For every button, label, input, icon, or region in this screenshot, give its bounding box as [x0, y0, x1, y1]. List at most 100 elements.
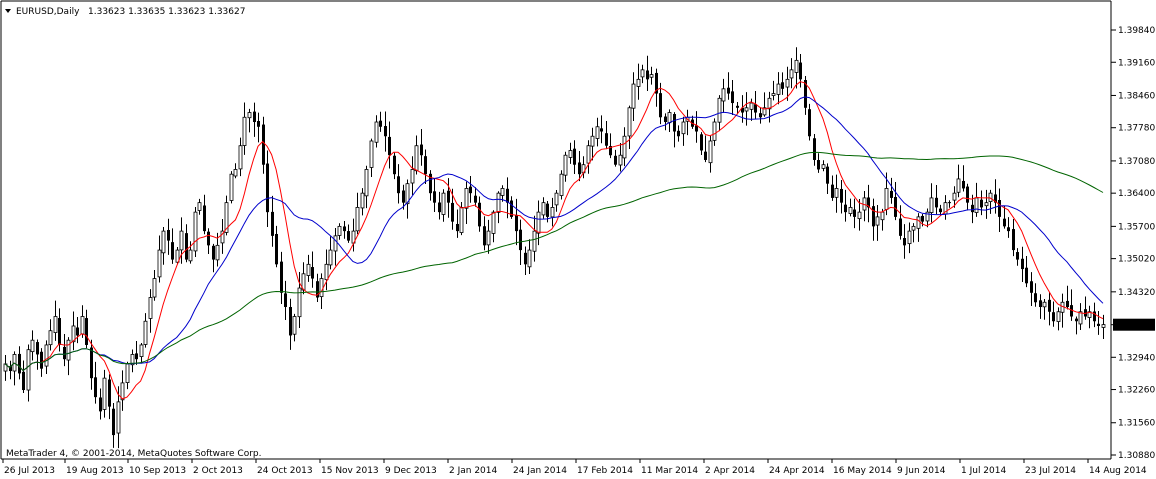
candle[interactable]	[333, 228, 338, 266]
candle[interactable]	[284, 280, 287, 321]
candle[interactable]	[369, 138, 374, 177]
candle[interactable]	[1070, 289, 1073, 321]
candle[interactable]	[767, 91, 772, 123]
candle[interactable]	[840, 179, 843, 214]
candle[interactable]	[1084, 296, 1087, 320]
candle[interactable]	[673, 112, 676, 148]
candle[interactable]	[939, 204, 942, 216]
candle[interactable]	[193, 206, 198, 258]
candle[interactable]	[595, 117, 600, 147]
candle[interactable]	[44, 340, 49, 374]
candle[interactable]	[925, 208, 930, 228]
candle[interactable]	[324, 249, 329, 291]
candle[interactable]	[167, 218, 170, 255]
candle[interactable]	[374, 115, 379, 148]
candle[interactable]	[867, 184, 870, 223]
candle[interactable]	[188, 241, 193, 264]
candle[interactable]	[971, 194, 974, 224]
candle[interactable]	[90, 339, 93, 390]
candle[interactable]	[161, 227, 166, 265]
candle[interactable]	[9, 360, 12, 380]
candle[interactable]	[550, 197, 555, 227]
candle[interactable]	[890, 177, 893, 204]
candle[interactable]	[605, 120, 608, 150]
candle[interactable]	[388, 121, 391, 169]
candle[interactable]	[280, 251, 283, 304]
candle[interactable]	[500, 185, 505, 202]
candle[interactable]	[984, 189, 989, 219]
candle[interactable]	[731, 80, 734, 115]
candle[interactable]	[929, 183, 934, 223]
candle[interactable]	[952, 186, 957, 208]
candle[interactable]	[360, 188, 365, 216]
candle[interactable]	[1075, 316, 1078, 335]
candle[interactable]	[48, 319, 53, 351]
candle[interactable]	[831, 175, 834, 201]
candle[interactable]	[1060, 293, 1065, 328]
candle[interactable]	[1052, 301, 1055, 327]
candle[interactable]	[30, 330, 35, 361]
candle[interactable]	[1034, 283, 1037, 307]
candle[interactable]	[71, 311, 76, 351]
candle[interactable]	[486, 219, 491, 254]
candle[interactable]	[85, 309, 88, 349]
triangle-down-icon[interactable]	[5, 9, 11, 13]
candle[interactable]	[1056, 307, 1061, 331]
candle[interactable]	[108, 374, 111, 420]
candle[interactable]	[771, 80, 776, 101]
candle[interactable]	[862, 190, 867, 222]
candle[interactable]	[420, 128, 423, 166]
candle[interactable]	[405, 179, 410, 219]
candle[interactable]	[911, 223, 916, 243]
candle[interactable]	[721, 78, 726, 113]
candle[interactable]	[135, 340, 138, 365]
candle[interactable]	[789, 58, 794, 89]
candle[interactable]	[618, 143, 623, 172]
candle[interactable]	[559, 170, 564, 200]
candle[interactable]	[627, 105, 632, 150]
candle[interactable]	[609, 133, 612, 159]
candle[interactable]	[754, 90, 757, 120]
candle[interactable]	[316, 273, 319, 303]
candle[interactable]	[125, 361, 130, 390]
candle[interactable]	[943, 195, 948, 220]
candle[interactable]	[994, 179, 997, 214]
candle[interactable]	[736, 102, 739, 115]
candle[interactable]	[347, 224, 350, 243]
candle[interactable]	[853, 198, 856, 229]
candle[interactable]	[478, 196, 481, 232]
candle[interactable]	[1101, 314, 1106, 339]
candle[interactable]	[130, 349, 135, 373]
candle[interactable]	[541, 197, 546, 219]
candle[interactable]	[343, 220, 346, 239]
candle[interactable]	[506, 177, 509, 219]
candle[interactable]	[776, 72, 781, 105]
candle[interactable]	[640, 64, 645, 84]
candle[interactable]	[524, 246, 527, 275]
candle[interactable]	[980, 190, 983, 216]
candle[interactable]	[1066, 285, 1069, 310]
candle[interactable]	[532, 215, 537, 262]
candle[interactable]	[337, 223, 342, 240]
candle[interactable]	[857, 199, 862, 231]
candle[interactable]	[636, 63, 641, 100]
candle[interactable]	[148, 289, 153, 333]
candle[interactable]	[894, 182, 897, 221]
candle[interactable]	[433, 178, 436, 213]
candle[interactable]	[212, 243, 215, 273]
candle[interactable]	[247, 108, 252, 133]
candle[interactable]	[63, 334, 66, 367]
candle[interactable]	[311, 251, 314, 288]
candle[interactable]	[956, 164, 961, 198]
candle[interactable]	[794, 47, 799, 89]
candle[interactable]	[220, 219, 225, 254]
candle[interactable]	[242, 102, 247, 155]
candle[interactable]	[659, 82, 662, 125]
candle[interactable]	[948, 200, 951, 208]
candle[interactable]	[266, 150, 269, 228]
candle[interactable]	[292, 313, 297, 342]
candle[interactable]	[207, 228, 210, 255]
candle[interactable]	[384, 111, 387, 152]
candle[interactable]	[233, 163, 238, 179]
candle[interactable]	[821, 160, 826, 172]
